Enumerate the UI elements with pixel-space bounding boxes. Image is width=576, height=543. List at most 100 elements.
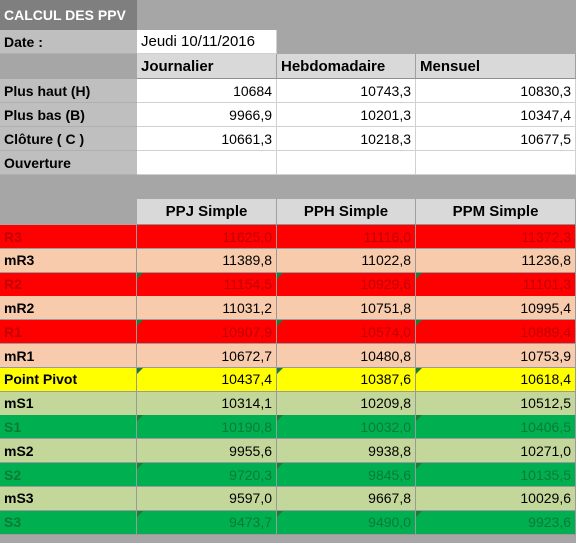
cell-warning-indicator-icon[interactable] xyxy=(137,272,143,279)
pivot-value-cell[interactable]: 11372,3 xyxy=(416,225,576,249)
input-value-cell[interactable]: 10347,4 xyxy=(416,103,576,127)
pivot-value-cell[interactable]: 10480,8 xyxy=(277,344,416,368)
empty-cell[interactable] xyxy=(137,0,277,30)
pivot-value-cell[interactable]: 9938,8 xyxy=(277,439,416,464)
cell-warning-indicator-icon[interactable] xyxy=(137,320,143,327)
input-value-cell[interactable]: 10661,3 xyxy=(137,127,277,151)
pivot-value-cell[interactable]: 10889,4 xyxy=(416,320,576,345)
empty-cell[interactable] xyxy=(416,30,576,54)
cell-warning-indicator-icon[interactable] xyxy=(416,272,422,279)
input-row-label[interactable]: Plus haut (H) xyxy=(0,79,137,103)
pivot-value-cell[interactable]: 11236,8 xyxy=(416,248,576,273)
cell-warning-indicator-icon[interactable] xyxy=(277,320,283,327)
pivot-value-cell[interactable]: 9845,6 xyxy=(277,463,416,487)
pivot-row-label[interactable]: mR3 xyxy=(0,248,137,273)
input-value-cell[interactable] xyxy=(416,151,576,175)
pivot-header-ppm[interactable]: PPM Simple xyxy=(416,199,576,225)
pivot-row-label[interactable]: Point Pivot xyxy=(0,367,137,392)
pivot-value-cell[interactable]: 10618,4 xyxy=(416,367,576,392)
pivot-value-cell[interactable]: 10512,5 xyxy=(416,391,576,416)
period-header-daily[interactable]: Journalier xyxy=(137,54,277,79)
input-value-cell[interactable] xyxy=(137,151,277,175)
pivot-value-cell[interactable]: 11031,2 xyxy=(137,296,277,321)
cell-warning-indicator-icon[interactable] xyxy=(416,415,422,422)
cell-warning-indicator-icon[interactable] xyxy=(416,367,422,374)
cell-warning-indicator-icon[interactable] xyxy=(137,510,143,517)
pivot-row-label[interactable]: R2 xyxy=(0,272,137,297)
pivot-value-cell[interactable]: 10406,5 xyxy=(416,415,576,440)
pivot-value-cell[interactable]: 11154,5 xyxy=(137,272,277,297)
empty-cell[interactable] xyxy=(277,0,416,30)
pivot-value-cell[interactable]: 9597,0 xyxy=(137,486,277,511)
pivot-value-cell[interactable]: 9923,6 xyxy=(416,510,576,535)
pivot-value-cell[interactable]: 10032,0 xyxy=(277,415,416,440)
date-value-cell[interactable]: Jeudi 10/11/2016 xyxy=(137,30,277,54)
pivot-value-cell[interactable]: 10751,8 xyxy=(277,296,416,321)
pivot-value-cell[interactable]: 10190,8 xyxy=(137,415,277,440)
input-row-label[interactable]: Plus bas (B) xyxy=(0,103,137,127)
pivot-value-cell[interactable]: 10314,1 xyxy=(137,391,277,416)
period-header-monthly[interactable]: Mensuel xyxy=(416,54,576,79)
pivot-header-ppj[interactable]: PPJ Simple xyxy=(137,199,277,225)
pivot-value-cell[interactable]: 10437,4 xyxy=(137,367,277,392)
cell-warning-indicator-icon[interactable] xyxy=(137,367,143,374)
cell-warning-indicator-icon[interactable] xyxy=(277,272,283,279)
pivot-value-cell[interactable]: 9955,6 xyxy=(137,439,277,464)
pivot-row-label[interactable]: R3 xyxy=(0,225,137,249)
cell-warning-indicator-icon[interactable] xyxy=(137,463,143,469)
pivot-value-cell[interactable]: 10574,0 xyxy=(277,320,416,345)
pivot-value-cell[interactable]: 10907,9 xyxy=(137,320,277,345)
pivot-value-cell[interactable]: 10135,5 xyxy=(416,463,576,487)
input-value-cell[interactable]: 10830,3 xyxy=(416,79,576,103)
pivot-row-label[interactable]: mS3 xyxy=(0,486,137,511)
empty-cell[interactable] xyxy=(416,0,576,30)
pivot-header-pph[interactable]: PPH Simple xyxy=(277,199,416,225)
pivot-value-cell[interactable]: 10753,9 xyxy=(416,344,576,368)
pivot-value-cell[interactable]: 10271,0 xyxy=(416,439,576,464)
pivot-value-cell[interactable]: 11101,3 xyxy=(416,272,576,297)
pivot-row-label[interactable]: mS1 xyxy=(0,391,137,416)
period-header-weekly[interactable]: Hebdomadaire xyxy=(277,54,416,79)
pivot-value-cell[interactable]: 10672,7 xyxy=(137,344,277,368)
input-value-cell[interactable]: 10677,5 xyxy=(416,127,576,151)
input-value-cell[interactable] xyxy=(277,151,416,175)
cell-warning-indicator-icon[interactable] xyxy=(416,463,422,469)
input-row-label[interactable]: Clôture ( C ) xyxy=(0,127,137,151)
cell-warning-indicator-icon[interactable] xyxy=(277,367,283,374)
pivot-value-cell[interactable]: 9667,8 xyxy=(277,486,416,511)
pivot-row-label[interactable]: S1 xyxy=(0,415,137,440)
pivot-value-cell[interactable]: 11116,0 xyxy=(277,225,416,249)
cell-warning-indicator-icon[interactable] xyxy=(277,415,283,422)
input-row-label[interactable]: Ouverture xyxy=(0,151,137,175)
cell-warning-indicator-icon[interactable] xyxy=(277,510,283,517)
empty-cell[interactable] xyxy=(0,199,137,225)
pivot-value-cell[interactable]: 10029,6 xyxy=(416,486,576,511)
pivot-row-label[interactable]: S3 xyxy=(0,510,137,535)
pivot-row-label[interactable]: R1 xyxy=(0,320,137,345)
date-label[interactable]: Date : xyxy=(0,30,137,54)
pivot-row-label[interactable]: mS2 xyxy=(0,439,137,464)
pivot-value-cell[interactable]: 11022,8 xyxy=(277,248,416,273)
pivot-value-cell[interactable]: 9473,7 xyxy=(137,510,277,535)
pivot-value-cell[interactable]: 10387,6 xyxy=(277,367,416,392)
empty-cell[interactable] xyxy=(277,30,416,54)
input-value-cell[interactable]: 10218,3 xyxy=(277,127,416,151)
sheet-title[interactable]: CALCUL DES PPV xyxy=(0,0,137,30)
cell-warning-indicator-icon[interactable] xyxy=(416,320,422,327)
pivot-value-cell[interactable]: 9720,3 xyxy=(137,463,277,487)
input-value-cell[interactable]: 10684 xyxy=(137,79,277,103)
cell-warning-indicator-icon[interactable] xyxy=(416,510,422,517)
pivot-value-cell[interactable]: 11625,0 xyxy=(137,225,277,249)
pivot-row-label[interactable]: S2 xyxy=(0,463,137,487)
pivot-value-cell[interactable]: 11389,8 xyxy=(137,248,277,273)
pivot-value-cell[interactable]: 10995,4 xyxy=(416,296,576,321)
pivot-row-label[interactable]: mR2 xyxy=(0,296,137,321)
pivot-value-cell[interactable]: 10929,6 xyxy=(277,272,416,297)
pivot-value-cell[interactable]: 10209,8 xyxy=(277,391,416,416)
cell-warning-indicator-icon[interactable] xyxy=(137,415,143,422)
cell-warning-indicator-icon[interactable] xyxy=(277,463,283,469)
pivot-value-cell[interactable]: 9490,0 xyxy=(277,510,416,535)
pivot-row-label[interactable]: mR1 xyxy=(0,344,137,368)
empty-cell[interactable] xyxy=(0,54,137,79)
input-value-cell[interactable]: 10201,3 xyxy=(277,103,416,127)
